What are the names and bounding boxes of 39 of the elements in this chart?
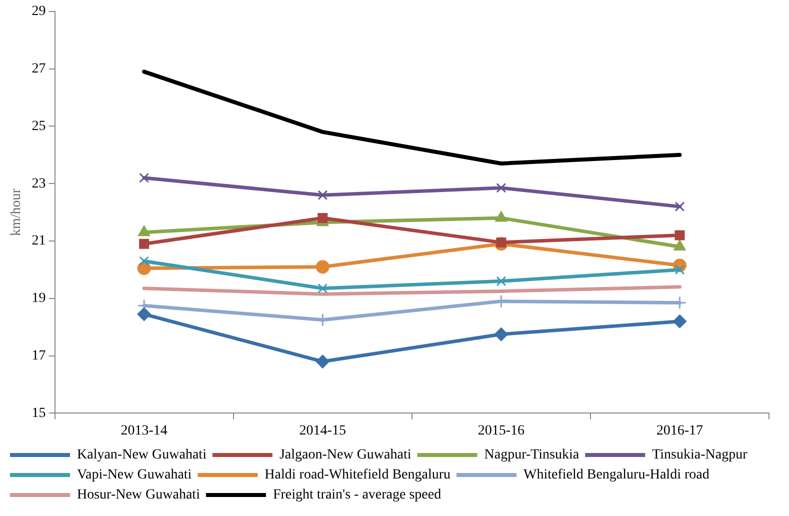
legend-label: Nagpur-Tinsukia	[484, 448, 580, 463]
point	[139, 238, 150, 249]
point	[138, 226, 150, 236]
x-tick-label: 2015-16	[478, 423, 525, 438]
point	[496, 276, 506, 286]
legend-label: Kalyan-New Guwahati	[77, 448, 207, 463]
y-tick-label: 23	[32, 176, 46, 192]
legend-label: Hosur-New Guwahati	[77, 488, 200, 503]
y-axis-title: km/hour	[9, 188, 24, 236]
point	[674, 230, 685, 240]
point	[139, 172, 150, 183]
point	[137, 307, 151, 321]
legend-label: Whitefield Bengaluru-Haldi road	[524, 468, 710, 483]
y-tick-label: 21	[32, 234, 46, 249]
x-tick-label: 2016-17	[656, 423, 704, 438]
y-tick-label: 25	[32, 118, 46, 134]
point	[318, 283, 328, 294]
point	[318, 213, 328, 224]
legend-label: Freight train's - average speed	[272, 488, 442, 503]
legend-label: Jalgaon-New Guwahati	[279, 448, 412, 463]
point	[494, 328, 508, 342]
x-tick-label: 2014-15	[299, 423, 346, 438]
point	[318, 190, 328, 200]
y-tick-label: 29	[32, 4, 46, 20]
legend-label: Haldi road-Whitefield Bengaluru	[264, 468, 451, 483]
y-tick-label: 15	[32, 406, 46, 421]
legend-label: Vapi-New Guwahati	[77, 468, 192, 483]
legend-label: Tinsukia-Nagpur	[652, 448, 748, 463]
point	[496, 182, 506, 193]
point	[316, 354, 330, 368]
y-tick-label: 19	[32, 291, 46, 306]
point	[674, 202, 685, 212]
x-tick-label: 2013-14	[120, 423, 168, 438]
y-tick-label: 27	[32, 61, 46, 76]
y-tick-label: 17	[32, 348, 46, 364]
point	[495, 211, 508, 222]
point	[672, 314, 686, 328]
point	[316, 260, 330, 274]
point	[139, 256, 150, 266]
